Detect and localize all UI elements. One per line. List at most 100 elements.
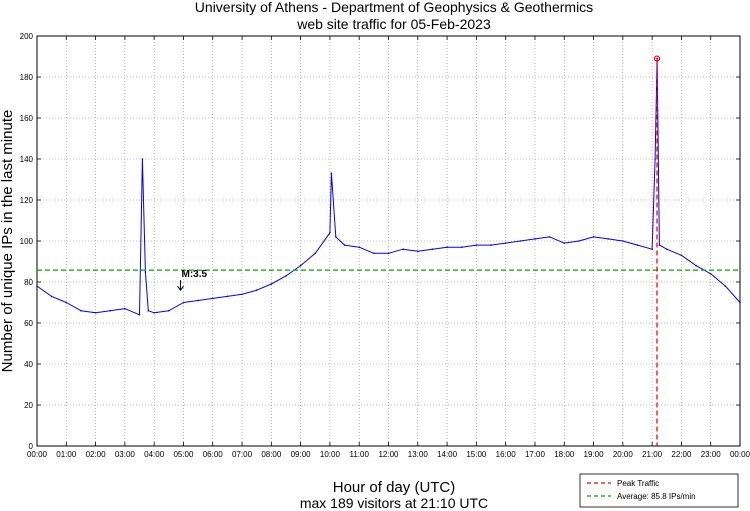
traffic-data-point: [607, 238, 609, 240]
x-tick-label: 13:00: [408, 450, 429, 459]
axis-ticks: 00:00 01:00 02:00 03:00 04:00 05:00 06:00 07:00…: [20, 32, 750, 459]
peak-summary: max 189 visitors at 21:10 UTC: [300, 495, 488, 511]
traffic-data-point: [124, 307, 126, 310]
y-tick-label: 80: [24, 278, 33, 287]
y-tick-label: 0: [29, 442, 34, 451]
annotation-label: M:3.5: [182, 269, 208, 280]
x-tick-label: 22:00: [671, 450, 692, 459]
legend-average-label: Average: 85.8 IPs/min: [617, 492, 696, 501]
traffic-data-point: [709, 273, 712, 275]
y-tick-label: 60: [24, 319, 33, 328]
x-tick-label: 10:00: [320, 450, 341, 459]
traffic-data-point: [490, 244, 492, 246]
y-tick-label: 40: [24, 360, 33, 369]
x-tick-label: 16:00: [496, 450, 517, 459]
traffic-data-point: [387, 252, 390, 255]
traffic-data-point: [578, 240, 580, 242]
traffic-data-point: [665, 248, 668, 250]
traffic-data-point: [50, 295, 53, 298]
traffic-data-point: [358, 246, 361, 248]
traffic-data-point: [504, 242, 507, 244]
y-tick-label: 20: [24, 401, 33, 410]
peak-marker: [653, 55, 661, 62]
traffic-data-point: [197, 299, 199, 302]
x-tick-label: 20:00: [613, 450, 634, 459]
y-tick-label: 100: [20, 237, 34, 246]
traffic-data-point: [563, 242, 566, 244]
traffic-data-point: [36, 285, 38, 287]
traffic-data-point: [80, 309, 82, 312]
traffic-data-point: [144, 270, 147, 273]
x-tick-label: 23:00: [701, 450, 722, 459]
traffic-data-point: [651, 248, 653, 250]
traffic-data-point: [299, 264, 302, 267]
x-tick-label: 12:00: [378, 450, 399, 459]
traffic-data-point: [519, 240, 522, 242]
traffic-data-point: [182, 301, 185, 304]
legend: Peak Traffic Average: 85.8 IPs/min: [579, 473, 739, 508]
chart-subtitle: web site traffic for 05-Feb-2023: [296, 16, 491, 32]
y-tick-label: 200: [20, 32, 34, 41]
x-tick-label: 21:00: [642, 450, 663, 459]
x-tick-label: 05:00: [173, 450, 194, 459]
traffic-data-point: [460, 246, 463, 248]
traffic-data-point: [94, 311, 97, 314]
annotation-arrow-head: [177, 285, 184, 292]
traffic-data-point: [446, 246, 448, 248]
x-tick-label: 19:00: [584, 450, 605, 459]
traffic-data-point: [695, 264, 697, 267]
x-tick-label: 06:00: [203, 450, 224, 459]
x-tick-label: 11:00: [349, 450, 369, 459]
x-tick-label: 00:00: [730, 450, 750, 459]
x-tick-label: 03:00: [115, 450, 136, 459]
traffic-data-point: [314, 252, 317, 255]
traffic-data-point: [241, 293, 243, 296]
traffic-data-point: [534, 238, 536, 240]
x-tick-label: 15:00: [466, 450, 487, 459]
traffic-data-point: [373, 252, 375, 255]
traffic-data-point: [658, 244, 661, 246]
traffic-data-point: [255, 289, 258, 292]
x-tick-label: 01:00: [56, 450, 77, 459]
x-tick-label: 18:00: [554, 450, 575, 459]
traffic-data-point: [329, 232, 331, 234]
x-tick-label: 14:00: [437, 450, 458, 459]
traffic-data-point: [402, 248, 404, 250]
x-tick-label: 07:00: [232, 450, 253, 459]
traffic-data-point: [739, 301, 741, 304]
traffic-data-point: [270, 283, 273, 285]
y-tick-label: 120: [20, 196, 34, 205]
traffic-data-point: [636, 244, 639, 246]
chart-title: University of Athens - Department of Geo…: [195, 0, 593, 15]
traffic-data-point: [548, 236, 551, 238]
x-tick-label: 00:00: [27, 450, 48, 459]
y-axis-label: Number of unique IPs in the last minute: [0, 110, 16, 373]
traffic-data-point: [147, 309, 150, 312]
traffic-data-point: [211, 297, 214, 300]
traffic-data-point: [431, 248, 434, 250]
y-tick-label: 180: [20, 73, 34, 82]
x-tick-label: 02:00: [86, 450, 107, 459]
traffic-data-point: [141, 158, 144, 160]
traffic-data-point: [168, 309, 170, 312]
legend-box: [579, 473, 739, 508]
x-tick-label: 09:00: [291, 450, 312, 459]
x-tick-label: 08:00: [261, 450, 282, 459]
x-tick-label: 04:00: [144, 450, 165, 459]
reference-lines: M:3.5: [37, 55, 740, 446]
traffic-data-point: [285, 275, 287, 277]
y-tick-label: 140: [20, 155, 34, 164]
traffic-data-point: [138, 314, 141, 316]
traffic-data-point: [592, 236, 595, 238]
traffic-data-point: [416, 250, 419, 253]
series-group: [36, 57, 741, 316]
traffic-data-point: [475, 244, 478, 246]
y-tick-label: 160: [20, 114, 34, 123]
traffic-data-point: [334, 236, 337, 238]
traffic-data-point: [622, 240, 624, 242]
traffic-data-point: [65, 301, 68, 304]
traffic-data-point: [153, 311, 155, 314]
x-axis-label: Hour of day (UTC): [333, 479, 456, 496]
traffic-data-point: [654, 158, 656, 160]
